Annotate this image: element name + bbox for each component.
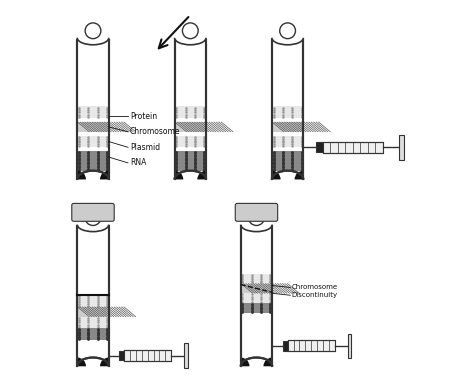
FancyBboxPatch shape <box>241 303 272 313</box>
FancyBboxPatch shape <box>78 122 109 132</box>
FancyBboxPatch shape <box>78 151 109 171</box>
FancyBboxPatch shape <box>175 136 206 147</box>
Text: Chromosome: Chromosome <box>292 285 337 290</box>
FancyBboxPatch shape <box>283 341 288 351</box>
FancyBboxPatch shape <box>272 151 303 171</box>
FancyBboxPatch shape <box>174 178 181 185</box>
FancyBboxPatch shape <box>241 283 272 293</box>
Text: Protein: Protein <box>130 112 157 121</box>
FancyBboxPatch shape <box>298 178 303 185</box>
FancyBboxPatch shape <box>272 136 303 147</box>
Wedge shape <box>77 358 86 366</box>
FancyBboxPatch shape <box>272 122 303 132</box>
FancyBboxPatch shape <box>241 365 246 372</box>
FancyBboxPatch shape <box>399 135 404 160</box>
Wedge shape <box>264 358 272 366</box>
FancyBboxPatch shape <box>119 351 124 361</box>
FancyBboxPatch shape <box>78 107 109 118</box>
FancyBboxPatch shape <box>72 203 114 221</box>
FancyBboxPatch shape <box>184 343 188 368</box>
Wedge shape <box>241 358 249 366</box>
Wedge shape <box>174 171 183 180</box>
FancyBboxPatch shape <box>175 107 206 118</box>
Wedge shape <box>295 171 303 180</box>
Wedge shape <box>100 358 109 366</box>
FancyBboxPatch shape <box>272 107 303 118</box>
Wedge shape <box>77 171 86 180</box>
FancyBboxPatch shape <box>78 307 109 317</box>
Wedge shape <box>197 171 206 180</box>
FancyBboxPatch shape <box>77 365 83 372</box>
FancyBboxPatch shape <box>323 142 383 153</box>
FancyBboxPatch shape <box>175 122 206 132</box>
FancyBboxPatch shape <box>317 142 323 152</box>
FancyBboxPatch shape <box>78 317 109 328</box>
FancyBboxPatch shape <box>124 350 171 361</box>
FancyBboxPatch shape <box>103 178 109 185</box>
FancyBboxPatch shape <box>103 365 109 372</box>
FancyBboxPatch shape <box>77 178 83 185</box>
FancyBboxPatch shape <box>241 274 272 283</box>
FancyBboxPatch shape <box>78 136 109 147</box>
FancyBboxPatch shape <box>175 151 206 171</box>
FancyBboxPatch shape <box>78 328 109 340</box>
FancyBboxPatch shape <box>200 178 206 185</box>
Text: RNA: RNA <box>130 158 146 167</box>
Text: Plasmid: Plasmid <box>130 143 160 152</box>
FancyBboxPatch shape <box>241 293 272 303</box>
FancyBboxPatch shape <box>272 178 278 185</box>
FancyBboxPatch shape <box>78 295 109 307</box>
Text: Discontinuity: Discontinuity <box>292 292 337 298</box>
FancyBboxPatch shape <box>266 365 272 372</box>
FancyBboxPatch shape <box>288 341 335 351</box>
Wedge shape <box>100 171 109 180</box>
Wedge shape <box>272 171 281 180</box>
Text: Chromosome: Chromosome <box>130 127 181 136</box>
FancyBboxPatch shape <box>235 203 278 221</box>
FancyBboxPatch shape <box>347 334 351 358</box>
